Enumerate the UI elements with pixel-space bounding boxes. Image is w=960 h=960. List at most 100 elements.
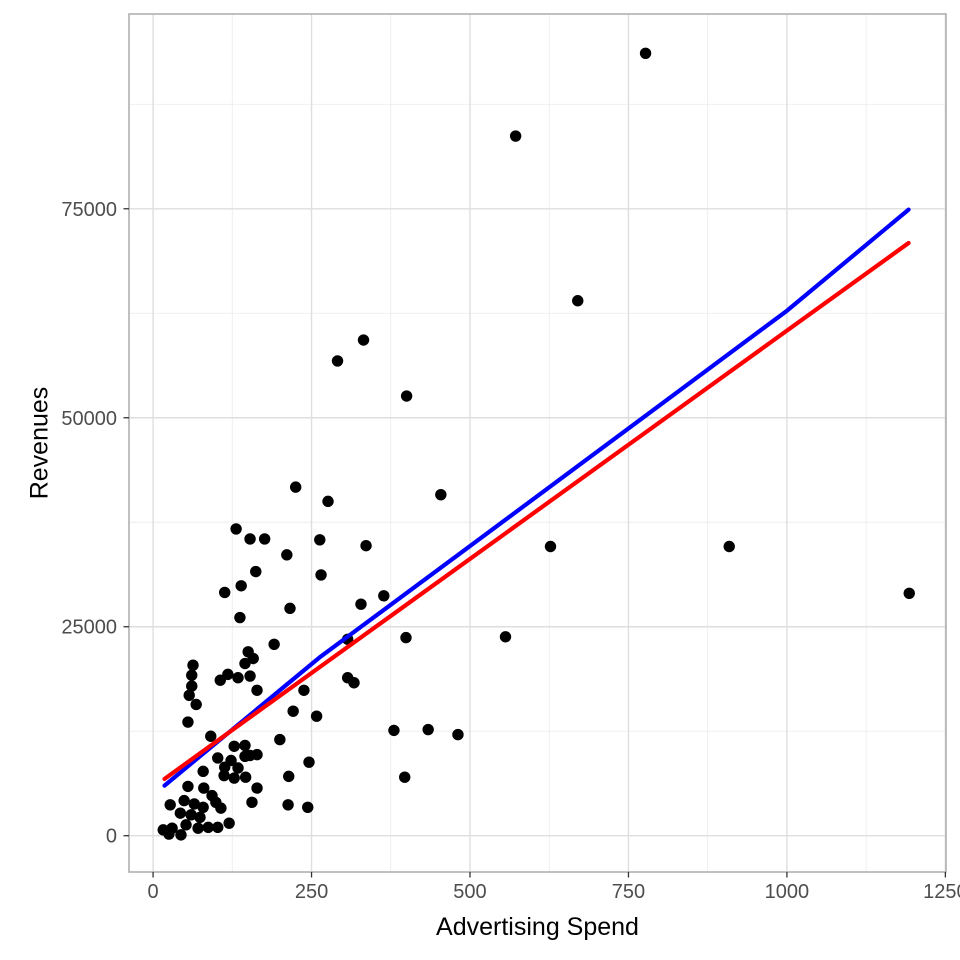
data-point — [190, 698, 202, 711]
data-point — [244, 533, 256, 545]
data-point — [212, 821, 224, 834]
data-point — [247, 652, 259, 665]
data-point — [357, 334, 370, 346]
data-point — [163, 828, 175, 840]
y-tick-label: 25000 — [61, 617, 117, 639]
y-tick-label: 50000 — [61, 408, 117, 430]
data-point — [192, 822, 204, 834]
data-point — [274, 733, 286, 746]
smooth-fit-blue — [162, 207, 911, 788]
data-point — [235, 580, 247, 592]
data-point — [251, 782, 263, 794]
data-point — [544, 540, 557, 553]
data-point — [268, 638, 280, 650]
data-point — [499, 631, 512, 643]
data-point — [219, 586, 231, 599]
data-point — [251, 684, 263, 696]
data-point — [228, 740, 240, 752]
data-point — [183, 689, 195, 701]
data-point — [331, 355, 344, 367]
x-tick-label: 750 — [612, 881, 645, 903]
x-axis-title: Advertising Spend — [436, 913, 639, 941]
data-point — [399, 771, 411, 783]
data-point — [186, 669, 198, 681]
data-point — [360, 539, 372, 552]
data-point — [232, 672, 244, 684]
data-point — [355, 598, 367, 610]
data-point — [315, 569, 327, 581]
panel-border — [128, 13, 947, 873]
data-point — [230, 523, 242, 535]
data-point — [197, 801, 209, 813]
data-point — [234, 611, 246, 624]
data-point — [258, 533, 271, 545]
data-point — [164, 799, 176, 811]
data-point — [322, 495, 334, 508]
data-point — [639, 47, 652, 59]
data-point — [388, 724, 400, 737]
data-point — [509, 130, 522, 142]
data-point — [723, 540, 735, 553]
data-point — [188, 798, 200, 810]
data-point — [348, 677, 360, 689]
data-point — [282, 799, 294, 811]
x-tick-label: 0 — [148, 881, 159, 903]
linear-fit-red — [162, 240, 911, 781]
data-point — [228, 772, 240, 784]
data-point — [289, 481, 302, 493]
data-point — [239, 739, 251, 752]
data-point — [180, 819, 192, 831]
data-point — [223, 817, 235, 829]
data-point — [197, 765, 209, 778]
x-tick-label: 1000 — [765, 881, 810, 903]
x-tick-label: 250 — [295, 881, 328, 903]
data-point — [246, 796, 258, 808]
data-point — [215, 802, 227, 814]
data-point — [218, 769, 230, 782]
data-point — [400, 631, 412, 644]
data-point — [205, 730, 217, 742]
data-point — [232, 762, 244, 774]
data-point — [185, 809, 197, 821]
data-point — [572, 295, 584, 307]
data-point — [174, 807, 187, 819]
data-point — [239, 771, 252, 783]
data-point — [400, 390, 413, 402]
data-point — [194, 811, 206, 824]
data-point — [422, 723, 434, 736]
data-point — [298, 684, 310, 696]
data-point — [284, 602, 296, 615]
data-point — [187, 659, 199, 671]
data-point — [435, 488, 447, 501]
data-point — [175, 829, 187, 841]
data-point — [182, 780, 194, 793]
data-point — [244, 670, 256, 682]
y-tick-label: 75000 — [61, 199, 117, 221]
data-point — [244, 749, 256, 762]
data-point — [219, 761, 231, 773]
data-point — [202, 821, 214, 834]
data-point — [378, 590, 390, 602]
data-point — [281, 549, 293, 561]
data-point — [314, 534, 326, 546]
panel-background — [129, 14, 946, 872]
y-axis-title: Revenues — [25, 386, 54, 500]
data-point — [903, 587, 915, 600]
data-point — [198, 782, 210, 794]
data-point — [178, 794, 190, 807]
x-tick-label: 500 — [453, 881, 486, 903]
data-point — [239, 657, 251, 670]
scatter-points — [157, 47, 915, 841]
data-point — [182, 716, 194, 728]
y-tick-label: 0 — [106, 826, 117, 848]
data-point — [214, 674, 226, 686]
data-point — [310, 710, 323, 722]
data-point — [452, 728, 464, 741]
data-point — [212, 752, 224, 764]
data-point — [283, 770, 295, 783]
data-point — [287, 705, 299, 717]
